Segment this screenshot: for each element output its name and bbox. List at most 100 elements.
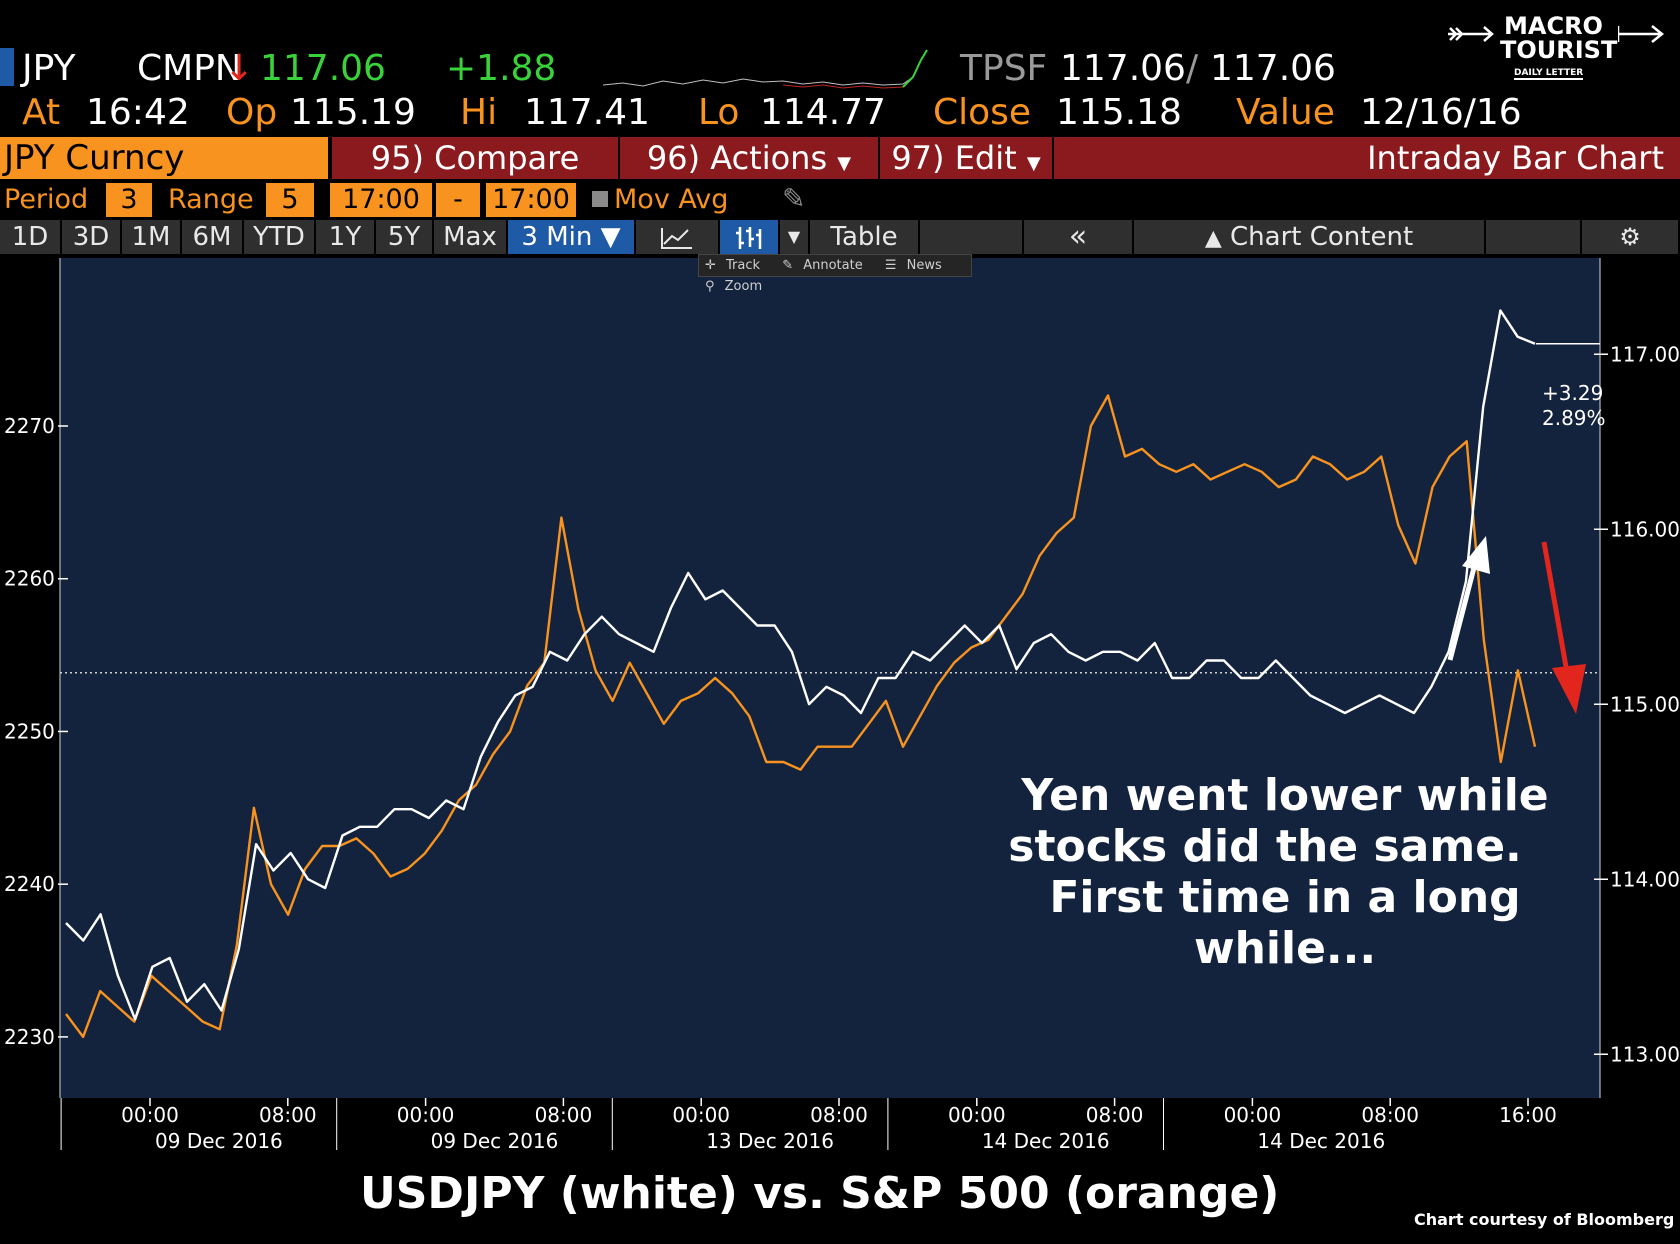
x-tick-time: 00:00 [948,1103,1006,1127]
compare-button[interactable]: 95) Compare [330,137,618,179]
range-3d[interactable]: 3D [62,220,122,254]
logo-line-2: TOURIST [1500,36,1618,64]
collapse-button[interactable]: « [1024,220,1134,254]
blank-toolbar-slot [920,220,1024,254]
range-max[interactable]: Max [434,220,508,254]
range-1d[interactable]: 1D [0,220,62,254]
bid-price: 117.06 [1060,48,1186,89]
net-change: +1.88 [446,48,557,89]
high-value: 117.41 [524,92,650,133]
pricing-source: CMPN [137,48,242,89]
actions-button[interactable]: 96) Actions ▼ [618,137,878,179]
last-price: 117.06 [260,48,386,89]
left-tick-label: 2230 [4,1025,55,1049]
edit-button[interactable]: 97) Edit ▼ [878,137,1052,179]
x-tick-time: 00:00 [397,1103,455,1127]
right-tick-label: 117.00 [1610,342,1680,366]
left-tick-label: 2260 [4,567,55,591]
zoom-button[interactable]: ⚲ Zoom [705,279,763,294]
close-label: Close [933,92,1032,133]
change-abs: +3.29 [1542,381,1604,405]
pencil-icon[interactable]: ✎ [782,182,806,215]
logo-line-3: DAILY LETTER [1514,68,1584,80]
ticker-marker [0,48,14,86]
annotation-line-4: while... [1193,923,1377,974]
x-tick-time: 00:00 [672,1103,730,1127]
chart-content-icon: ▲ [1204,226,1222,251]
chart-content-label: Chart Content [1230,222,1414,252]
range-ytd[interactable]: YTD [244,220,316,254]
annotate-button[interactable]: ✎ Annotate [782,258,863,273]
x-tick-time: 08:00 [1086,1103,1144,1127]
edit-label: 97) Edit [891,139,1017,177]
x-tick-time: 16:00 [1499,1103,1557,1127]
at-label: At [22,92,61,133]
x-tick-time: 08:00 [1361,1103,1419,1127]
range-label: Range [168,184,254,215]
right-tick-label: 114.00 [1610,867,1680,891]
right-tick-label: 115.00 [1610,692,1680,716]
interval-select[interactable]: 3 Min ▼ [508,220,636,254]
security-field[interactable]: JPY Curncy [0,137,328,179]
range-5y[interactable]: 5Y [376,220,434,254]
chart-content-button[interactable]: ▲ Chart Content [1134,220,1486,254]
arrow-icon [1448,26,1494,42]
annotation-line-2: stocks did the same. [1008,821,1522,872]
down-arrow-icon [1541,541,1586,714]
tpsf-label: TPSF [960,48,1048,89]
period-label: Period [4,184,89,215]
change-pct: 2.89% [1542,406,1606,430]
blank-toolbar-slot-2 [1486,220,1582,254]
start-time-input[interactable]: 17:00 [330,183,432,217]
range-1y[interactable]: 1Y [316,220,376,254]
news-button[interactable]: ☰ News [884,258,942,273]
x-tick-date: 14 Dec 2016 [982,1129,1110,1153]
bar-chart-icon[interactable] [720,220,780,254]
usdjpy-series-line [65,309,1536,1021]
right-tick-label: 113.00 [1610,1042,1680,1066]
high-label: Hi [460,92,498,133]
gear-icon[interactable]: ⚙ [1582,220,1680,254]
left-tick-label: 2270 [4,414,55,438]
ask-price: 117.06 [1210,48,1336,89]
arrow-icon [1618,25,1664,43]
end-time-input[interactable]: 17:00 [486,183,576,217]
left-tick-label: 2240 [4,872,55,896]
x-tick-time: 00:00 [1224,1103,1282,1127]
plot-area[interactable] [60,258,1600,1098]
range-1m[interactable]: 1M [122,220,182,254]
x-tick-time: 08:00 [810,1103,868,1127]
range-6m[interactable]: 6M [182,220,244,254]
sparkline [603,49,928,89]
left-tick-label: 2250 [4,719,55,743]
open-label: Op [226,92,278,133]
x-tick-time: 08:00 [259,1103,317,1127]
down-arrow-icon: ↓ [224,48,255,89]
chart-credit: Chart courtesy of Bloomberg [1414,1210,1675,1229]
ticker-symbol[interactable]: JPY [22,48,76,89]
line-chart-icon[interactable] [636,220,720,254]
x-tick-date: 14 Dec 2016 [1257,1129,1385,1153]
chart-style-dropdown-icon[interactable]: ▼ [780,220,810,254]
low-value: 114.77 [760,92,886,133]
mov-avg-checkbox[interactable] [592,191,608,207]
value-date: 12/16/16 [1360,92,1522,133]
chart-mini-toolbar: ✛ Track ✎ Annotate ☰ News ⚲ Zoom [698,254,972,294]
x-tick-time: 00:00 [121,1103,179,1127]
value-label: Value [1236,92,1335,133]
macro-tourist-logo: MACRO TOURIST DAILY LETTER [1448,10,1668,90]
at-value: 16:42 [86,92,190,133]
x-tick-date: 13 Dec 2016 [706,1129,834,1153]
period-input[interactable]: 3 [106,183,152,217]
close-value: 115.18 [1056,92,1182,133]
table-button[interactable]: Table [810,220,920,254]
actions-label: 96) Actions [646,139,828,177]
logo-line-1: MACRO [1504,12,1603,40]
mov-avg-label: Mov Avg [614,184,729,215]
chart-type-title: Intraday Bar Chart [1052,137,1680,179]
track-button[interactable]: ✛ Track [705,258,761,273]
x-tick-date: 09 Dec 2016 [431,1129,559,1153]
range-input[interactable]: 5 [266,183,314,217]
x-tick-date: 09 Dec 2016 [155,1129,283,1153]
